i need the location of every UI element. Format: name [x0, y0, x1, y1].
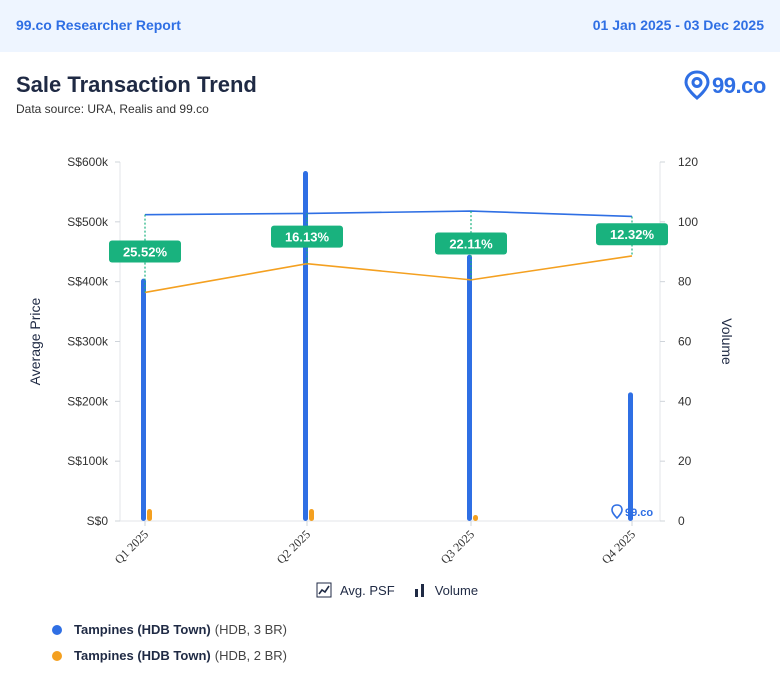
x-tick-label: Q3 2025: [438, 527, 477, 566]
x-tick-label: Q2 2025: [274, 527, 313, 566]
x-tick-label: Q1 2025: [112, 527, 151, 566]
price-gap-label: 22.11%: [449, 236, 493, 251]
line-chart-icon: [316, 582, 332, 598]
y-tick-label: S$0: [87, 514, 109, 528]
chart-legend: Avg. PSF Volume: [316, 582, 496, 598]
series-meta-2br: (HDB, 2 BR): [214, 648, 287, 663]
price-gap-badge: [435, 232, 507, 255]
y2-tick-label: 0: [678, 514, 685, 528]
price-gap-label: 25.52%: [123, 245, 168, 260]
volume-bar-3br: [303, 170, 308, 521]
volume-bar-2br: [147, 509, 152, 521]
sale-transaction-chart: S$0 S$100k S$200k S$300k S$400k S$500k S$600k 0…: [27, 155, 735, 567]
chart-title: Sale Transaction Trend: [16, 72, 257, 97]
y2-tick-label: 100: [678, 215, 698, 229]
brand-logo: 99.co: [684, 70, 766, 100]
price-line-3br: [144, 210, 633, 218]
price-line-2br: [144, 255, 633, 294]
y2-axis-title: Volume: [719, 318, 735, 365]
x-tick-label: Q4 2025: [599, 527, 638, 566]
y-tick-label: S$500k: [67, 215, 109, 229]
location-pin-icon: [684, 70, 710, 100]
legend-volume-label: Volume: [434, 582, 479, 598]
price-gap-label: 12.32%: [610, 227, 655, 242]
series-dot-2br: [52, 650, 62, 661]
volume-bar-3br: [141, 278, 146, 521]
volume-bar-3br: [628, 392, 633, 521]
series-dot-3br: [52, 624, 62, 635]
bar-chart-icon: [414, 584, 424, 597]
data-source: Data source: URA, Realis and 99.co: [16, 102, 209, 116]
volume-bar-3br: [467, 254, 472, 521]
y2-tick-label: 60: [678, 335, 692, 349]
watermark-text: 99.co: [625, 507, 653, 519]
series-name-3br: Tampines (HDB Town): [74, 622, 211, 637]
series-legend-2br[interactable]: Tampines (HDB Town) (HDB, 2 BR): [52, 648, 287, 663]
watermark-pin-icon: [611, 504, 623, 520]
y-tick-label: S$100k: [67, 454, 109, 468]
report-date-range: 01 Jan 2025 - 03 Dec 2025: [592, 17, 764, 33]
legend-avg-psf-label: Avg. PSF: [340, 582, 395, 598]
series-name-2br: Tampines (HDB Town): [74, 648, 211, 663]
legend-avg-psf[interactable]: Avg. PSF: [316, 582, 395, 598]
report-brand: 99.co Researcher Report: [16, 17, 181, 33]
y-tick-label: S$300k: [67, 335, 109, 349]
series-legend-3br[interactable]: Tampines (HDB Town) (HDB, 3 BR): [52, 622, 287, 637]
y-tick-label: S$400k: [67, 275, 109, 289]
y-tick-label: S$200k: [67, 394, 109, 408]
y-axis-title: Average Price: [27, 297, 43, 385]
y2-tick-label: 40: [678, 394, 692, 408]
price-gap-label: 16.13%: [285, 230, 330, 245]
y2-tick-label: 20: [678, 454, 692, 468]
price-gap-badge: [271, 225, 343, 248]
series-meta-3br: (HDB, 3 BR): [214, 622, 287, 637]
y2-tick-label: 80: [678, 275, 692, 289]
volume-bar-2br: [473, 515, 478, 521]
legend-volume[interactable]: Volume: [413, 582, 478, 598]
y-tick-label: S$600k: [67, 155, 109, 169]
brand-logo-text: 99.co: [712, 73, 766, 98]
report-header: 99.co Researcher Report 01 Jan 2025 - 03…: [0, 0, 780, 52]
price-gap-badge: [109, 240, 181, 263]
volume-bar-2br: [309, 509, 314, 521]
y2-tick-label: 120: [678, 155, 698, 169]
price-gap-badge: [596, 223, 668, 246]
